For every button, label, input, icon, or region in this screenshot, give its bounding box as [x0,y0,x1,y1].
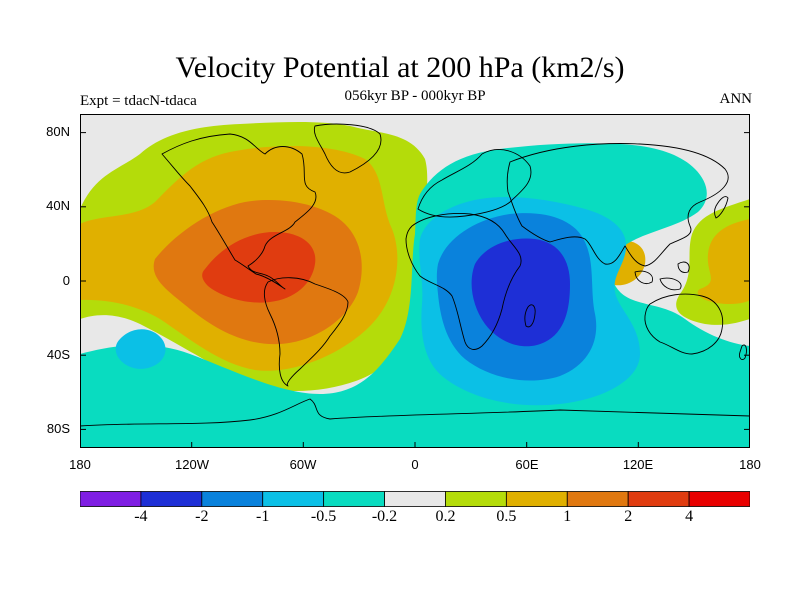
lon-label-120e: 120E [622,457,654,472]
negative-band-0.5-pacific [115,329,166,369]
positive-band-2 [202,232,316,303]
lat-label-40n: 40N [46,198,70,213]
colorbar-swatch [505,491,568,507]
coast-indonesia [634,261,690,291]
coast-south-america [263,277,349,387]
coast-greenland [313,123,382,174]
lon-label-180w: 180 [69,457,91,472]
positive-band-0.5-east [697,219,750,304]
colorbar-label: 0.2 [435,508,456,525]
colorbar-swatch [445,491,507,507]
lat-label-40s: 40S [46,347,70,362]
lon-label-60e: 60E [515,457,539,472]
coast-north-america [161,133,317,290]
colorbar-label: -4 [134,508,148,525]
coast-antarctica [80,398,750,427]
coast-australia [644,293,724,355]
colorbar-label: -0.2 [371,508,398,525]
negative-band-2 [471,238,570,347]
lat-label-80n: 80N [46,124,70,139]
figure-subtitle: 056kyr BP - 000kyr BP [344,88,486,104]
lon-ticks [191,442,639,448]
lon-label-120w: 120W [175,457,209,472]
lat-label-0: 0 [62,273,70,288]
colorbar-label: -2 [195,508,209,525]
coast-japan [714,196,729,219]
coastlines [80,123,750,427]
experiment-label: Expt = tdacN-tdaca [80,93,197,109]
colorbar-swatch [80,491,142,507]
coast-new-zealand [739,344,747,361]
coast-africa [405,213,522,350]
colorbar-label: 1 [563,508,572,525]
colorbar-label: 4 [685,508,694,525]
colorbar-swatch [627,491,690,507]
colorbar-label: 0.5 [496,508,517,525]
figure-title: Velocity Potential at 200 hPa (km2/s) [175,51,625,84]
lon-label-180e: 180 [739,457,761,472]
lat-label-80s: 80S [46,421,70,436]
colorbar-swatch [323,491,385,507]
colorbar-swatch [384,491,446,507]
lat-ticks [80,132,750,430]
colorbar-label: -0.5 [310,508,337,525]
coast-madagascar [524,304,536,328]
colorbar-swatch [201,491,264,507]
lon-label-0: 0 [411,457,419,472]
colorbar-label: 2 [624,508,633,525]
coast-asia [506,143,729,267]
colorbar-swatch [262,491,325,507]
velocity-potential-map [80,114,750,448]
lon-label-60w: 60W [289,457,317,472]
colorbar-swatch [140,491,203,507]
colorbar-label: -1 [256,508,270,525]
colorbar-swatch [566,491,629,507]
coast-europe [417,149,532,218]
colorbar-swatch [688,491,750,507]
colorbar [80,491,750,507]
season-label: ANN [719,91,753,107]
